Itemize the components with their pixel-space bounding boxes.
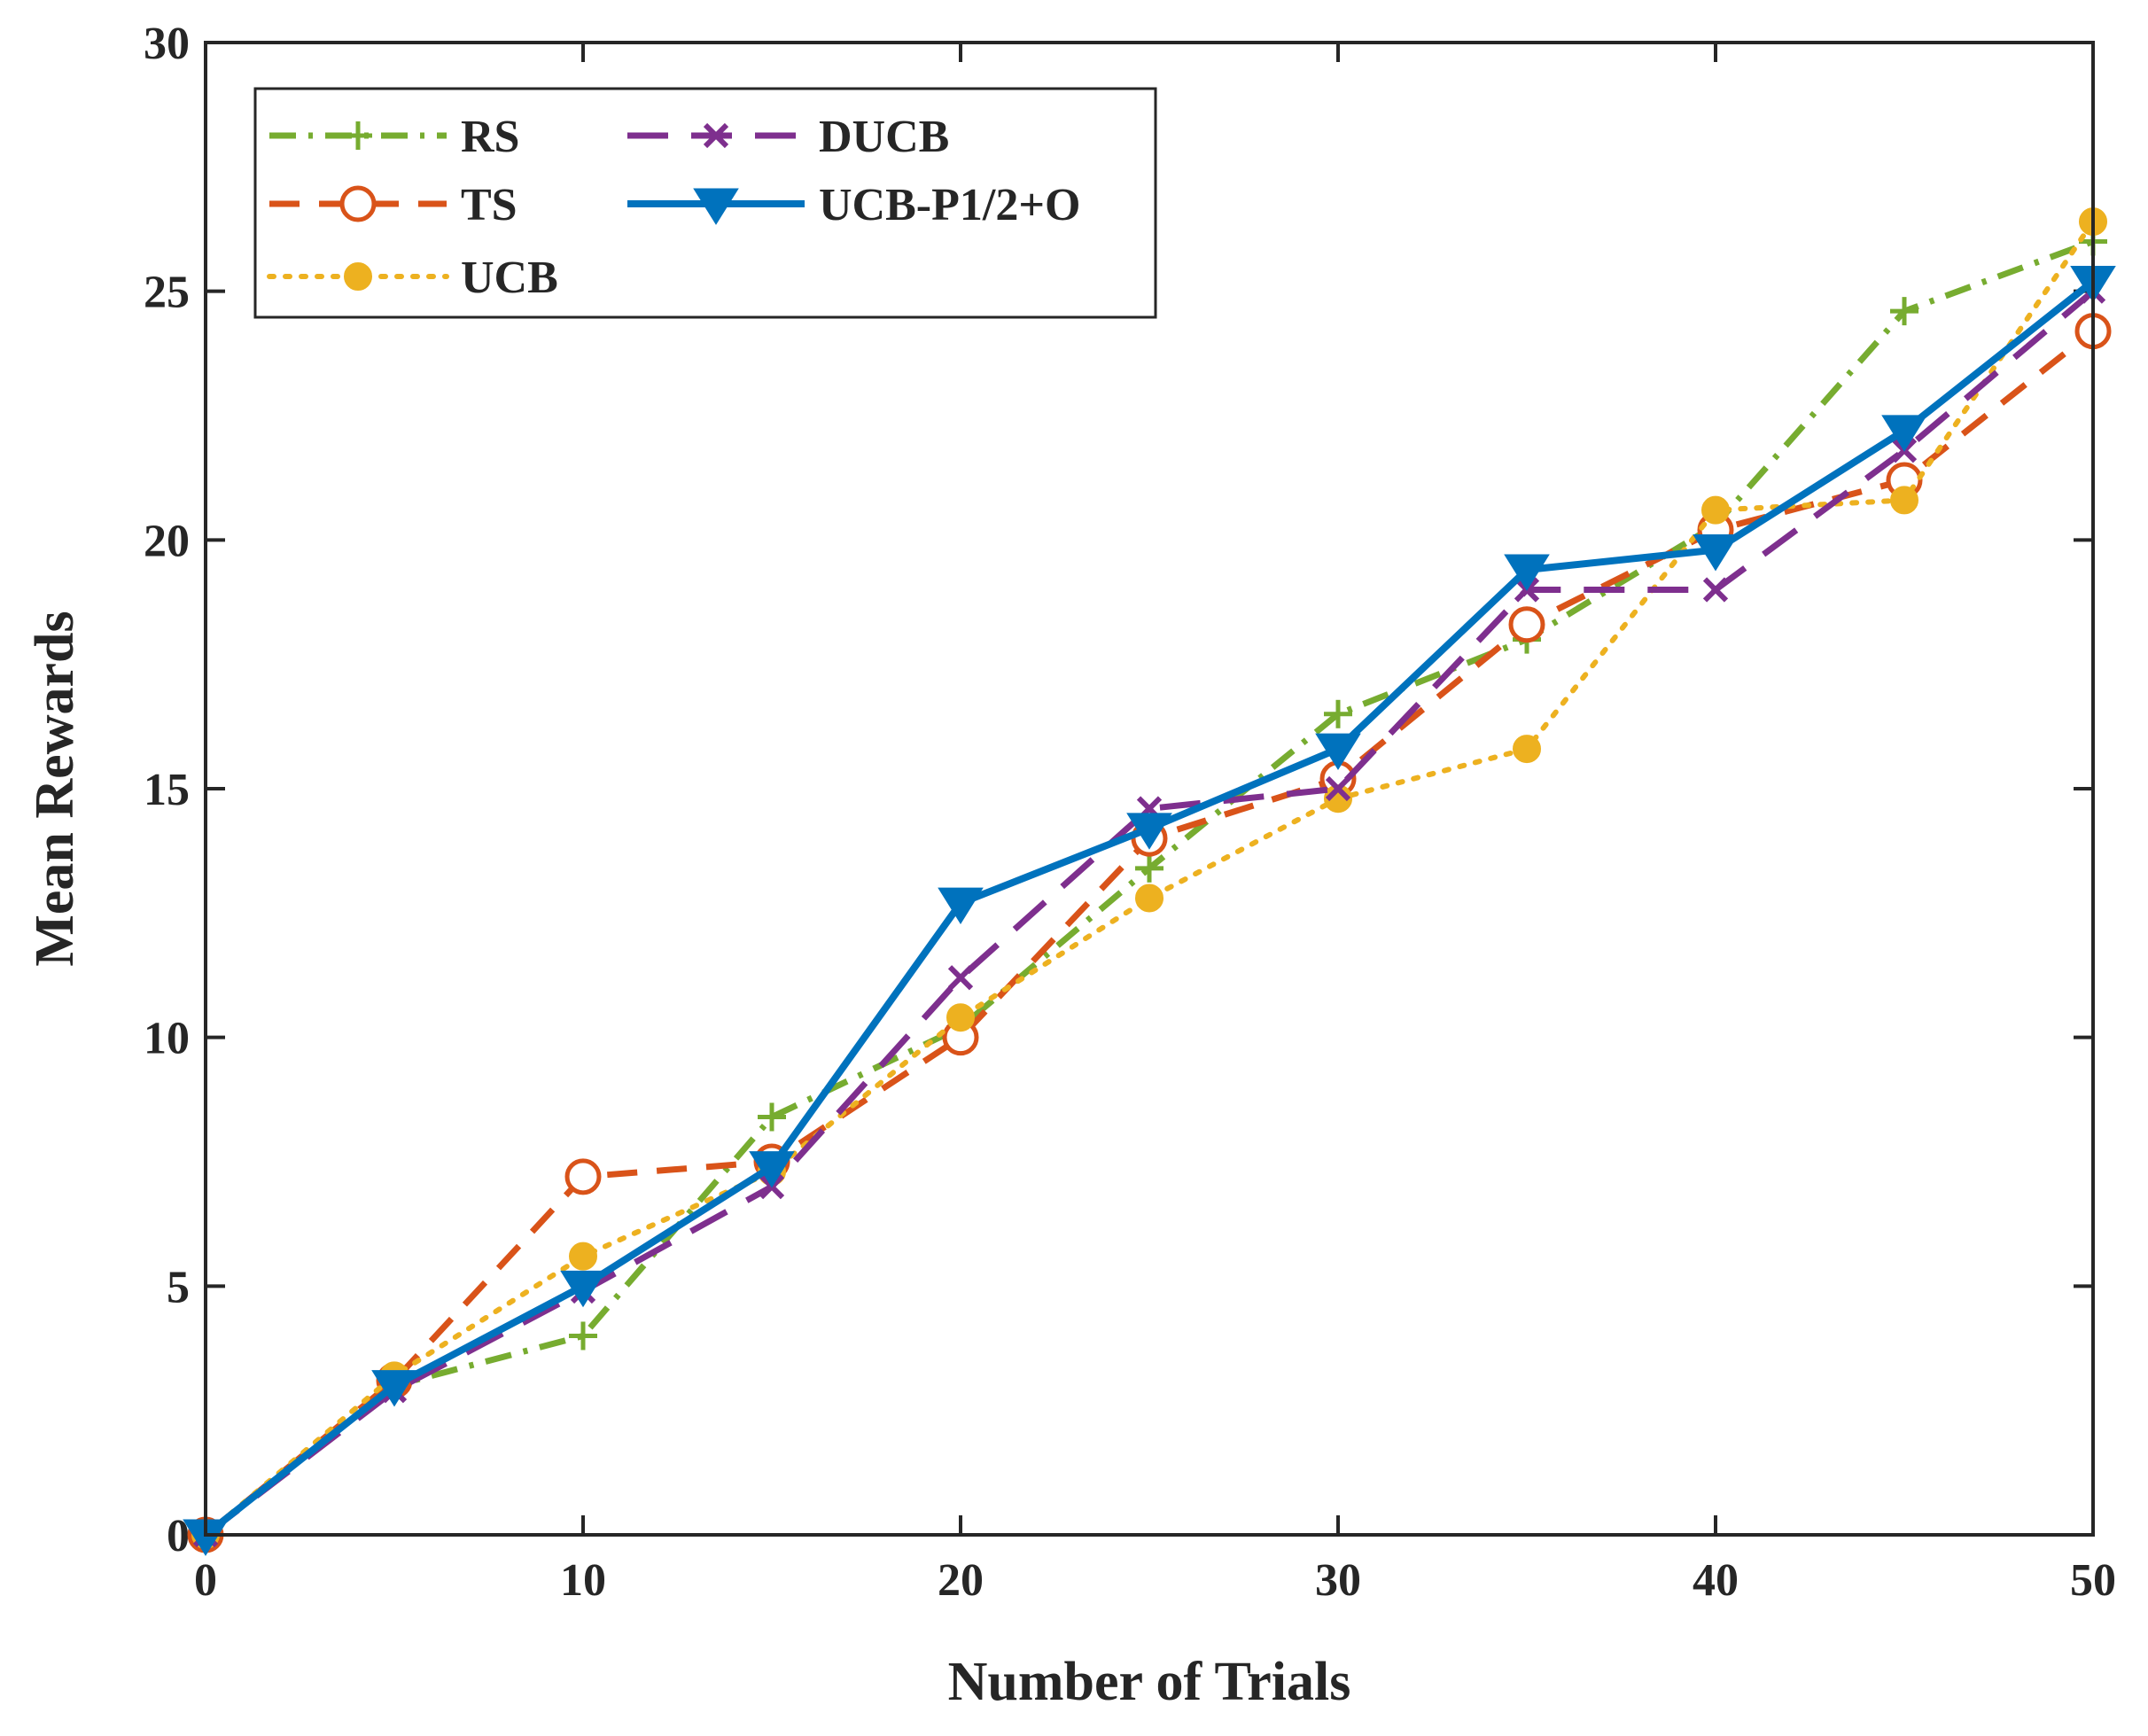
marker-triangle-down bbox=[1126, 813, 1172, 850]
x-tick-label: 40 bbox=[1693, 1555, 1739, 1606]
legend-label: TS bbox=[461, 180, 518, 230]
marker-filled-circle bbox=[569, 1242, 597, 1271]
legend-label: UCB-P1/2+O bbox=[819, 180, 1080, 230]
x-tick-label: 0 bbox=[194, 1555, 217, 1606]
x-tick-label: 10 bbox=[560, 1555, 606, 1606]
marker-triangle-down bbox=[1315, 733, 1361, 770]
marker-filled-circle bbox=[1513, 735, 1541, 764]
legend-entry: UCB-P1/2+O bbox=[627, 180, 1080, 230]
marker-circle bbox=[1508, 606, 1545, 643]
marker-triangle-down bbox=[693, 188, 739, 225]
marker-triangle-down bbox=[938, 887, 984, 924]
marker-circle bbox=[564, 1158, 602, 1195]
marker-triangle-down bbox=[1504, 554, 1550, 591]
x-axis-title: Number of Trials bbox=[948, 1652, 1351, 1712]
marker-triangle-down bbox=[560, 1270, 606, 1308]
y-tick-label: 0 bbox=[167, 1511, 190, 1561]
marker-cross-b bbox=[1702, 577, 1729, 603]
y-tick-label: 15 bbox=[144, 765, 190, 815]
y-tick-label: 30 bbox=[144, 19, 190, 69]
y-tick-label: 25 bbox=[144, 268, 190, 318]
legend-entry: TS bbox=[269, 180, 518, 230]
marker-triangle-down bbox=[1881, 415, 1927, 452]
marker-filled-circle bbox=[344, 262, 372, 291]
marker-filled-circle bbox=[1701, 495, 1730, 525]
y-tick-label: 5 bbox=[167, 1262, 190, 1312]
marker-cross-b bbox=[703, 122, 729, 149]
x-tick-label: 50 bbox=[2070, 1555, 2116, 1606]
legend-label: RS bbox=[461, 112, 519, 162]
legend-entry: DUCB bbox=[627, 112, 949, 162]
marker-triangle-down bbox=[1693, 534, 1739, 572]
x-tick-label: 20 bbox=[938, 1555, 984, 1606]
legend-label: DUCB bbox=[819, 112, 949, 162]
marker-filled-circle bbox=[1890, 486, 1918, 515]
legend: RS TS UCB DUCB UCB-P1/2+O bbox=[253, 87, 1157, 319]
marker-cross-b bbox=[1325, 775, 1351, 802]
marker-cross-b bbox=[947, 965, 974, 991]
legend-entry: UCB bbox=[267, 253, 558, 303]
y-tick-label: 10 bbox=[144, 1014, 190, 1064]
plot-frame bbox=[204, 41, 2095, 1537]
series-line bbox=[203, 288, 2096, 1537]
legend-label: UCB bbox=[461, 253, 558, 303]
y-tick-label: 20 bbox=[144, 516, 190, 566]
marker-filled-circle bbox=[1135, 884, 1164, 913]
series-ucb-p1-2-o bbox=[183, 265, 2116, 1556]
y-axis-title: Mean Rewards bbox=[25, 611, 85, 966]
marker-filled-circle bbox=[946, 1003, 975, 1032]
marker-circle bbox=[339, 185, 377, 222]
x-tick-label: 30 bbox=[1315, 1555, 1361, 1606]
legend-entry: RS bbox=[269, 112, 519, 162]
marker-triangle-down bbox=[371, 1370, 417, 1407]
marker-triangle-down bbox=[749, 1151, 795, 1188]
axis-ticks: 0 10 20 30 40 50 0 5 10 15 20 25 30 bbox=[144, 19, 2116, 1606]
